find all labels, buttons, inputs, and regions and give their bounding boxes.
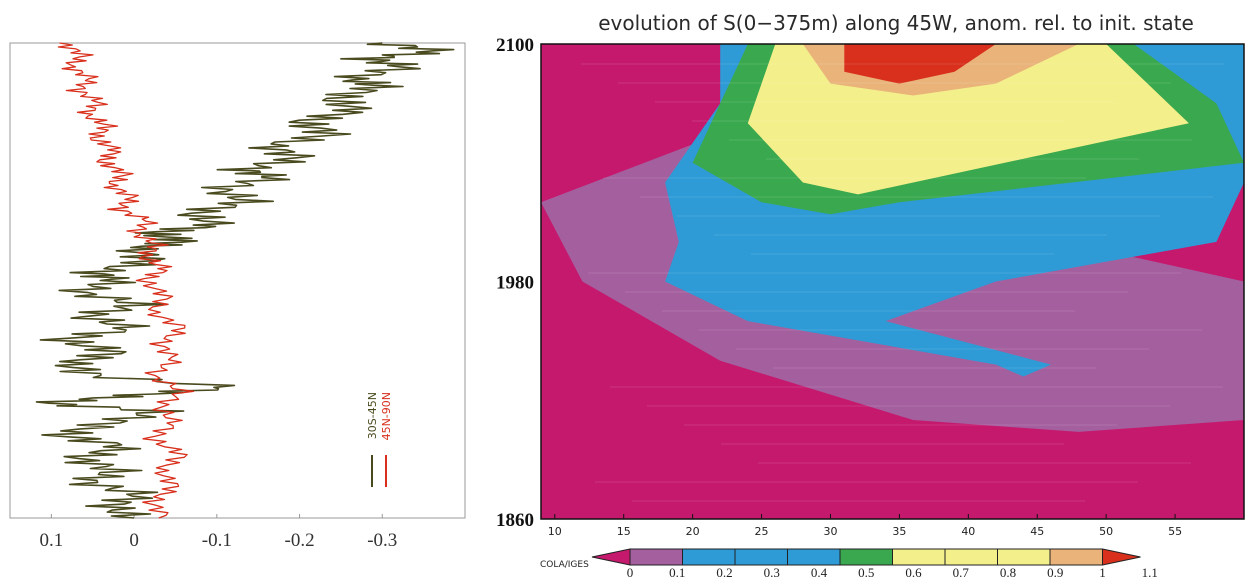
colorbar-segment — [944, 548, 998, 566]
left-x-tick-label: 0 — [129, 530, 139, 551]
series-line-30S-45N — [35, 42, 455, 519]
colorbar-tick-label: 0.5 — [858, 565, 874, 579]
right-heatmap-panel: evolution of S(0−375m) along 45W, anom. … — [496, 11, 1245, 580]
left-x-tick-label: -0.2 — [285, 530, 315, 551]
heatmap-x-tick-label: 55 — [1168, 525, 1182, 538]
heatmap-x-tick-label: 45 — [1030, 525, 1044, 538]
colorbar-tick-label: 0.1 — [669, 565, 685, 579]
colorbar-tick-label: 0.6 — [905, 565, 922, 579]
heatmap-frame — [540, 43, 1245, 520]
colorbar-label: COLA/IGES — [540, 560, 589, 570]
left-plot-frame — [9, 42, 466, 519]
colorbar-tick-label: 1 — [1099, 565, 1106, 579]
colorbar-tick-label: 0.2 — [716, 565, 732, 579]
heatmap-x-tick-labels: 10 15 20 25 30 35 40 45 50 55 — [548, 514, 1182, 538]
colorbar-segment — [734, 548, 788, 566]
heatmap-area — [541, 44, 1244, 519]
heatmap-y-tick-label: 1860 — [496, 510, 534, 531]
colorbar-tick-label: 0.7 — [953, 565, 970, 579]
colorbar-tick-label: 0 — [627, 565, 634, 579]
heatmap-x-tick-label: 50 — [1099, 525, 1113, 538]
colorbar-tick-label: 0.8 — [1000, 565, 1016, 579]
colorbar-segment — [787, 548, 841, 566]
colorbar-tick-label: 1.1 — [1142, 565, 1158, 579]
heatmap-x-tick-label: 25 — [755, 525, 769, 538]
heatmap-x-tick-label: 30 — [823, 525, 837, 538]
colorbar-tick-label: 0.9 — [1047, 565, 1063, 579]
left-x-tick-label: -0.3 — [367, 530, 397, 551]
colorbar-segment — [682, 548, 736, 566]
colorbar-segment — [1049, 548, 1103, 566]
colorbar-right-arrow — [1102, 548, 1141, 566]
series-line-45N-90N — [57, 42, 195, 519]
heatmap-y-tick-label: 1980 — [496, 273, 534, 294]
colorbar-segment — [839, 548, 893, 566]
colorbar-tick-label: 0.4 — [811, 565, 828, 579]
heatmap-x-tick-label: 10 — [548, 525, 562, 538]
heatmap-title: evolution of S(0−375m) along 45W, anom. … — [598, 11, 1194, 35]
colorbar-segment — [629, 548, 683, 566]
left-legend: 30S-45N 45N-90N — [366, 392, 393, 487]
left-x-tick-label: 0.1 — [39, 530, 63, 551]
legend-label-45N-90N: 45N-90N — [380, 392, 393, 440]
legend-label-30S-45N: 30S-45N — [366, 392, 379, 439]
heatmap-y-tick-label: 2100 — [496, 35, 534, 56]
heatmap-x-tick-label: 40 — [961, 525, 975, 538]
left-x-tick-label: -0.1 — [202, 530, 232, 551]
colorbar-segment — [892, 548, 946, 566]
heatmap-y-tick-labels: 1860 1980 2100 — [496, 35, 534, 531]
contour-band-1 — [844, 44, 996, 84]
heatmap-x-tick-label: 35 — [892, 525, 906, 538]
heatmap-x-tick-label: 20 — [686, 525, 700, 538]
colorbar-left-arrow — [591, 548, 631, 566]
left-series-lines — [35, 42, 455, 519]
colorbar: 0 0.1 0.2 0.3 0.4 0.5 0.6 0.7 0.8 0.9 1 1.1 — [591, 548, 1158, 580]
left-x-tick-labels: 0.1 0 -0.1 -0.2 -0.3 — [39, 530, 397, 551]
heatmap-x-tick-label: 15 — [617, 525, 631, 538]
colorbar-tick-label: 0.3 — [764, 565, 780, 579]
colorbar-segment — [997, 548, 1051, 566]
left-line-panel: 0.1 0 -0.1 -0.2 -0.3 30S-45N 45N-90N — [9, 42, 466, 551]
